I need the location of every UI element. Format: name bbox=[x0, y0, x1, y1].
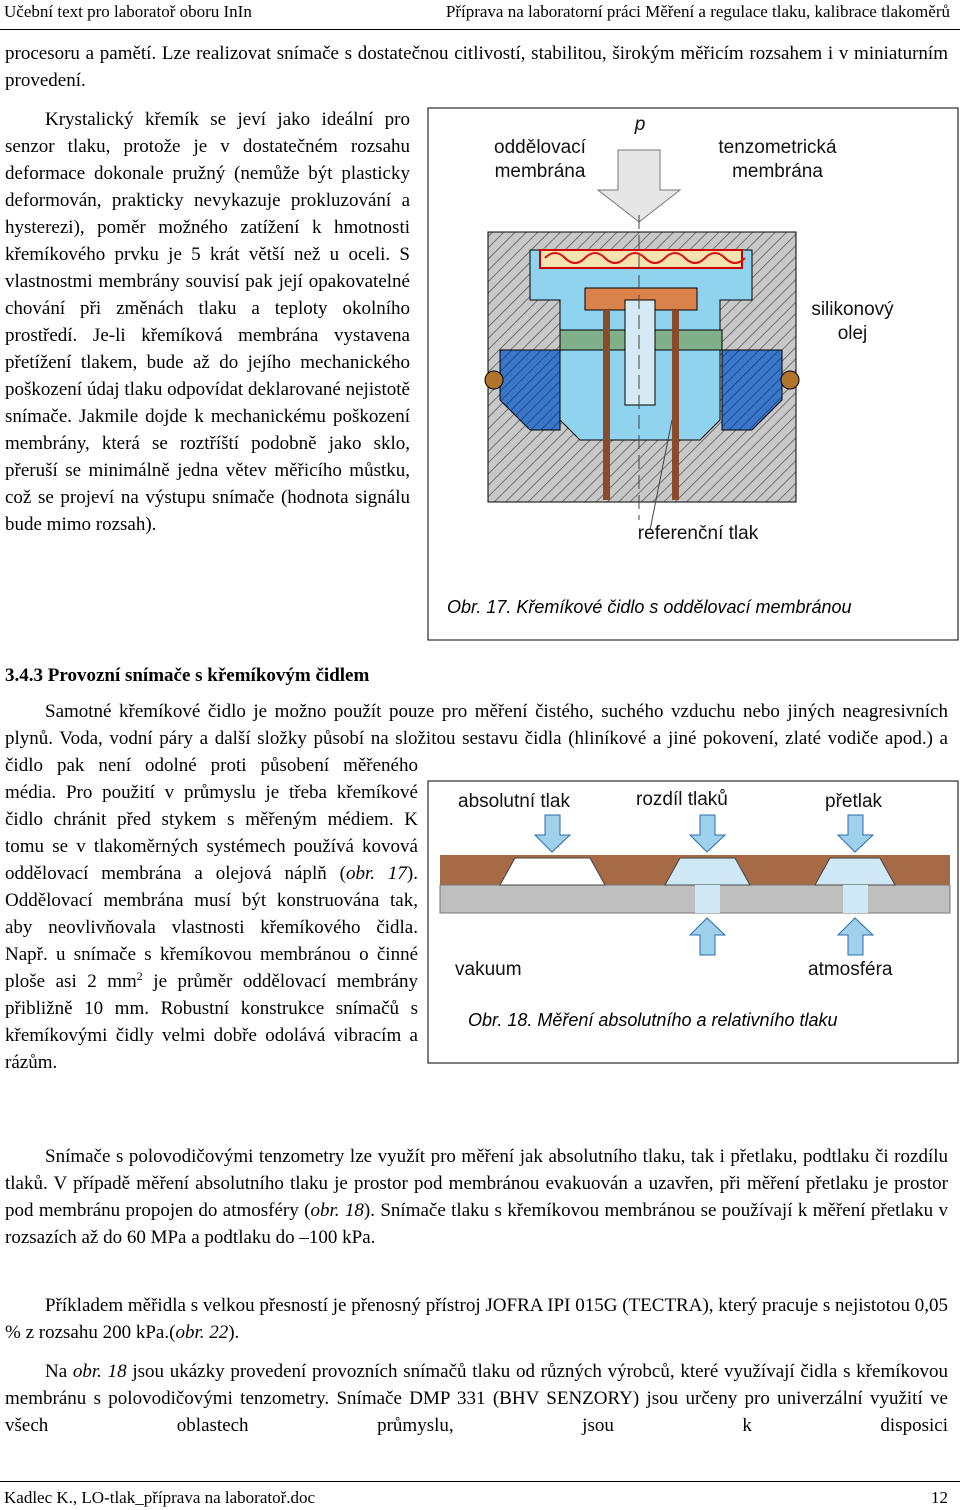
figure-label: silikonový olej bbox=[811, 299, 894, 344]
paragraph: Příkladem měřidla s velkou přesností je … bbox=[5, 1292, 948, 1346]
text-run: procesoru a pamětí. Lze realizovat sníma… bbox=[5, 43, 948, 91]
text-run: ). bbox=[228, 1322, 240, 1343]
figure-caption: Obr. 17. Křemíkové čidlo s oddělovací me… bbox=[447, 597, 852, 617]
footer-left: Kadlec K., LO-tlak_příprava na laboratoř… bbox=[4, 1488, 316, 1507]
header-left: Učební text pro laboratoř oboru InIn bbox=[4, 2, 252, 21]
text-run: Krystalický křemík se jeví jako ideální … bbox=[5, 109, 410, 535]
text-run: je průměr oddělovací membrány přibližně … bbox=[5, 971, 419, 1073]
section-heading: 3.4.3 Provozní snímače s křemíkovým čidl… bbox=[5, 665, 370, 686]
text-run: Snímače s polovodičovými tenzometry lze … bbox=[5, 1146, 948, 1221]
italic-text: obr. 17 bbox=[345, 863, 407, 884]
figure-caption: Obr. 18. Měření absolutního a relativníh… bbox=[468, 1010, 838, 1030]
text-run: Na bbox=[45, 1361, 73, 1382]
superscript: 2 bbox=[136, 969, 143, 983]
text-run: Samotné křemíkové čidlo je možno použít … bbox=[5, 701, 948, 884]
figure-label: přetlak bbox=[825, 791, 883, 812]
paragraph: Krystalický křemík se jeví jako ideální … bbox=[5, 106, 410, 538]
figure-label: atmosféra bbox=[808, 959, 893, 980]
text-run: Příkladem měřidla s velkou přesností je … bbox=[5, 1295, 948, 1343]
paragraph: Snímače s polovodičovými tenzometry lze … bbox=[5, 1143, 948, 1251]
paragraph: procesoru a pamětí. Lze realizovat sníma… bbox=[5, 40, 948, 94]
text-run: ). Oddělovací membrána musí být konstruo… bbox=[5, 863, 418, 992]
figure-18-frame bbox=[427, 780, 959, 1064]
figure-18-drawing bbox=[439, 814, 951, 956]
footer-right: 12 bbox=[931, 1488, 948, 1507]
text-run: ). Snímače tlaku s křemíkovou membránou … bbox=[5, 1200, 948, 1248]
figure-label: oddělovací membrána bbox=[494, 137, 586, 182]
italic-text: obr. 18 bbox=[72, 1361, 127, 1382]
footer-rule bbox=[0, 1481, 960, 1482]
text-run: jsou ukázky provedení provozních snímačů… bbox=[5, 1361, 948, 1436]
figure-label: rozdíl tlaků bbox=[636, 789, 728, 810]
paragraph: Samotné křemíkové čidlo je možno použít … bbox=[5, 698, 948, 1076]
figure-label: tenzometrická membrána bbox=[718, 137, 837, 182]
figure-label: p bbox=[634, 114, 646, 135]
italic-text: obr. 18 bbox=[310, 1200, 364, 1221]
header-rule bbox=[0, 29, 960, 30]
figure-label: absolutní tlak bbox=[458, 791, 570, 812]
italic-text: obr. 22 bbox=[175, 1322, 229, 1343]
paragraph: Na obr. 18 jsou ukázky provedení provozn… bbox=[5, 1358, 948, 1439]
figure-label: vakuum bbox=[455, 959, 522, 980]
figure-17-drawing bbox=[484, 149, 800, 531]
figure-label: referenční tlak bbox=[637, 523, 759, 544]
header-right: Příprava na laboratorní práci Měření a r… bbox=[445, 2, 950, 21]
